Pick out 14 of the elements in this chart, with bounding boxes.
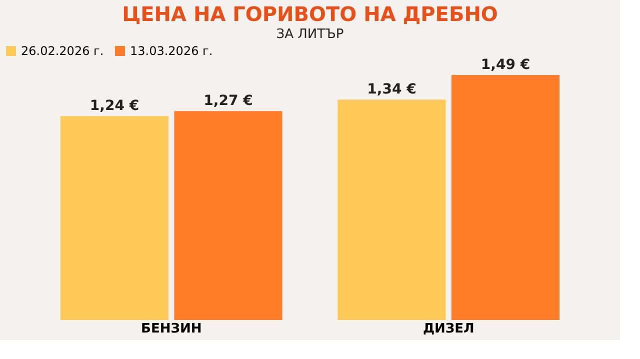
data-label: 1,24 €	[90, 98, 140, 114]
x-tick-label: БЕНЗИН	[141, 322, 202, 336]
data-label: 1,34 €	[367, 82, 416, 98]
chart-title: ЦЕНА НА ГОРИВОТО НА ДРЕБНО	[122, 2, 498, 26]
data-label: 1,49 €	[480, 57, 530, 73]
x-tick-label: ДИЗЕЛ	[422, 322, 474, 336]
legend-label: 13.03.2026 г.	[130, 44, 213, 58]
bar	[60, 116, 169, 320]
bar	[338, 100, 446, 320]
legend-label: 26.02.2026 г.	[21, 44, 104, 58]
data-label: 1,27 €	[204, 93, 253, 110]
chart-subtitle: ЗА ЛИТЪР	[276, 27, 344, 42]
bar	[451, 75, 560, 320]
bar	[174, 111, 282, 320]
